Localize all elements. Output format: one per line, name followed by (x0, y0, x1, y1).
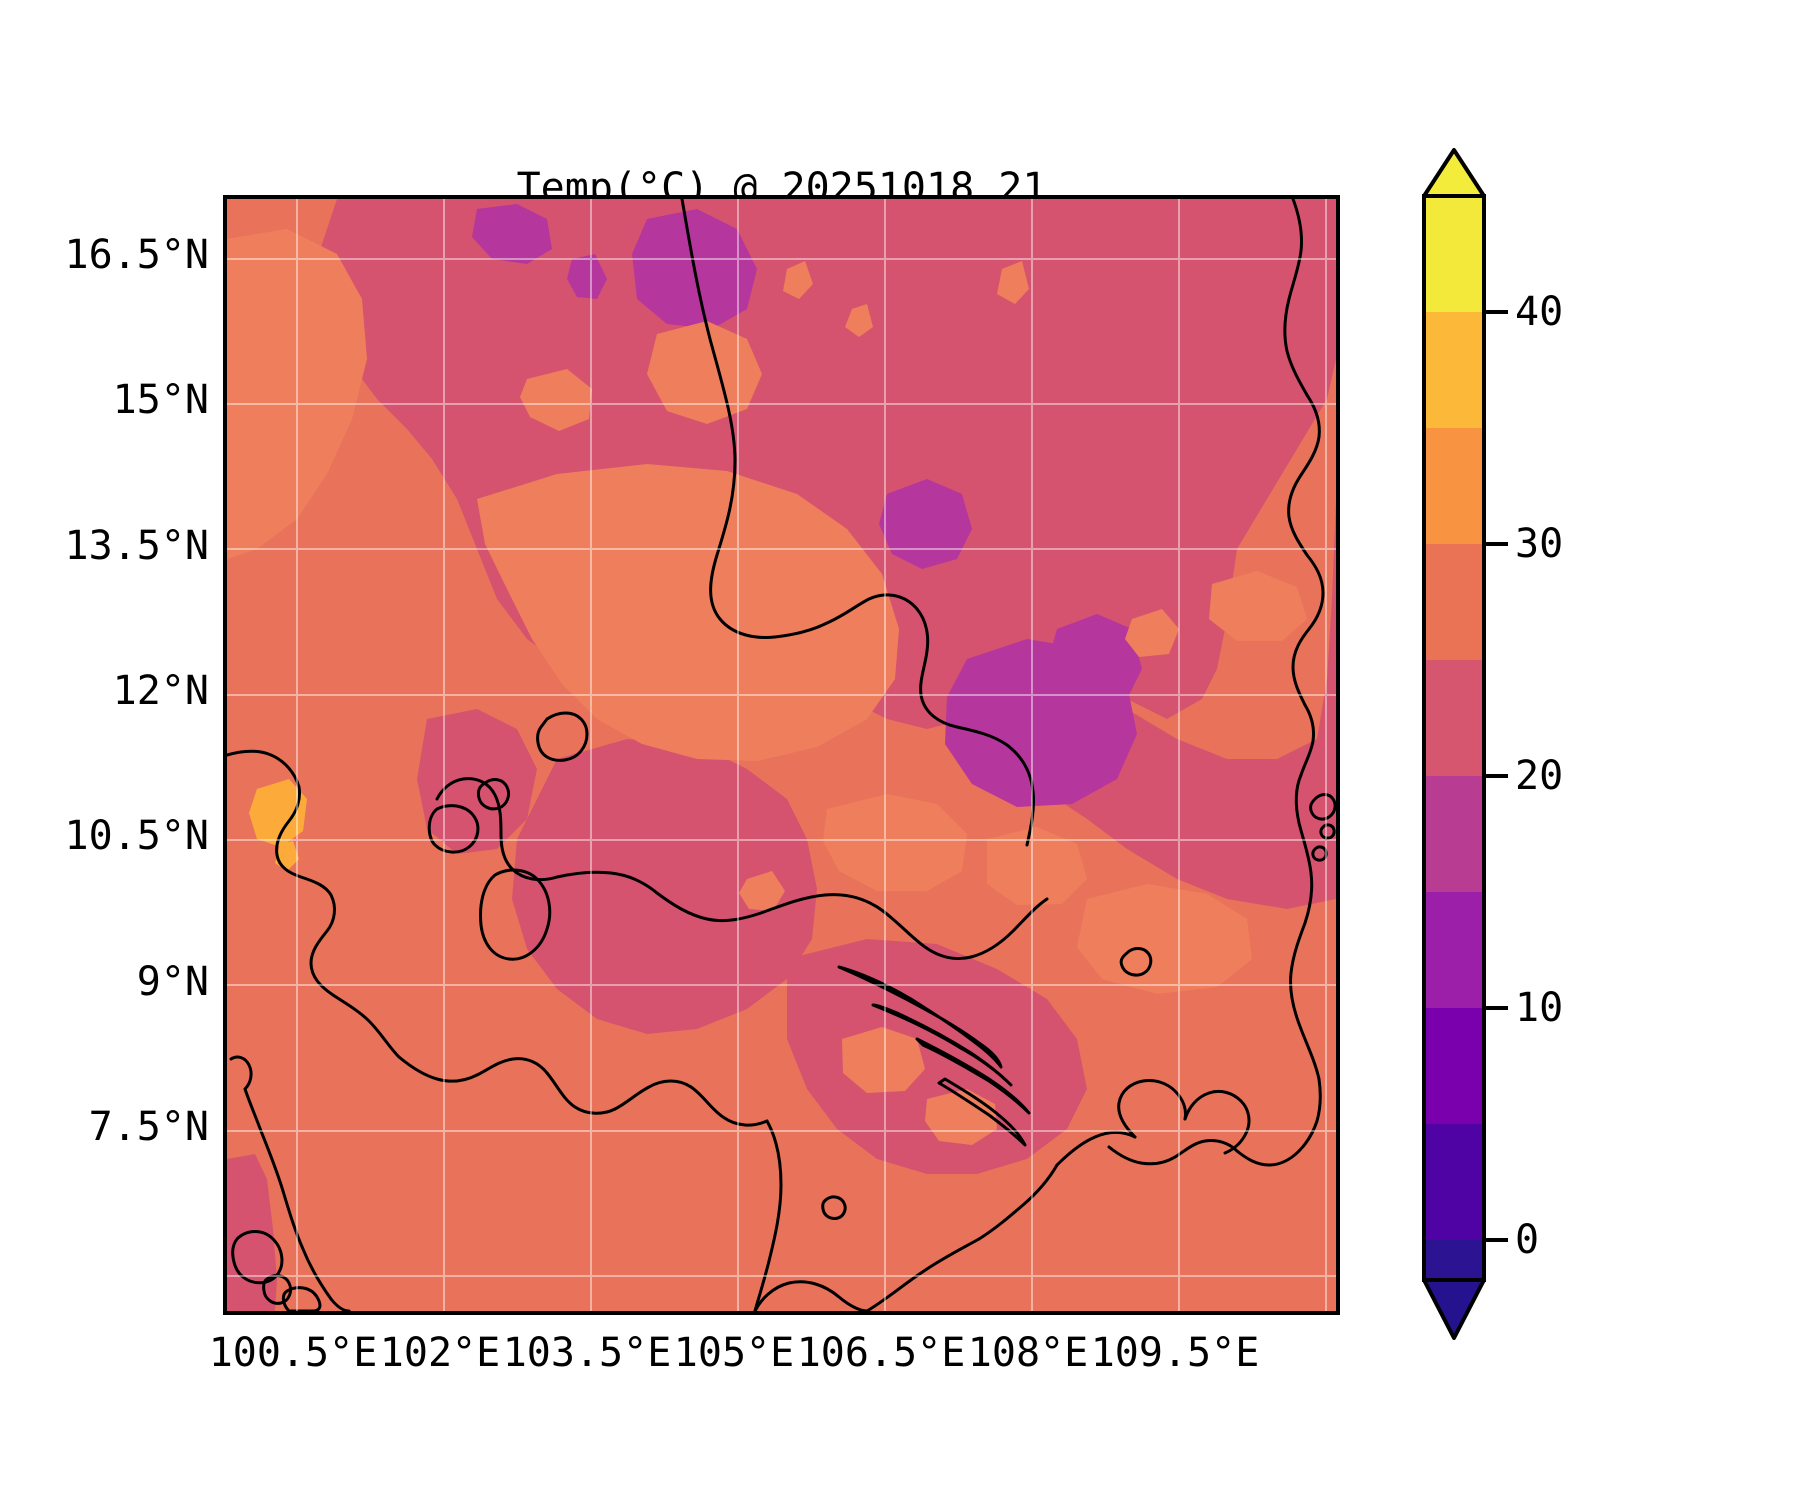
colorbar-ticks (1484, 310, 1508, 1242)
xtick-label-3: 105°E (673, 1330, 795, 1376)
colorbar (1422, 148, 1508, 1340)
temp-band-25-30-holes (227, 229, 1307, 1145)
colorbar-band-40-45 (1424, 196, 1484, 312)
xtick-label-0: 100.5°E (208, 1330, 378, 1376)
xtick-label-1: 102°E (379, 1330, 501, 1376)
map-svg (227, 199, 1336, 1311)
ytick-label-2: 13.5°N (64, 523, 210, 569)
ytick-label-0: 16.5°N (64, 232, 210, 278)
colorbar-tick-label-40: 40 (1515, 289, 1564, 335)
colorbar-band-35-40 (1424, 312, 1484, 428)
map-plot-area (223, 195, 1340, 1315)
colorbar-extend-bottom (1422, 1278, 1486, 1340)
colorbar-tick-label-30: 30 (1515, 521, 1564, 567)
colorbar-outline (1422, 194, 1486, 1282)
colorbar-band-25-30 (1424, 544, 1484, 660)
colorbar-band-neg5-0 (1424, 1240, 1484, 1280)
ytick-label-4: 10.5°N (64, 813, 210, 859)
colorbar-extend-top (1422, 148, 1486, 198)
colorbar-tick-label-10: 10 (1515, 985, 1564, 1031)
ytick-label-6: 7.5°N (88, 1104, 209, 1150)
xtick-label-4: 106.5°E (796, 1330, 966, 1376)
xtick-label-5: 108°E (967, 1330, 1089, 1376)
temp-band-15-20 (472, 204, 1142, 807)
ytick-label-5: 9°N (136, 959, 209, 1005)
ytick-label-1: 15°N (112, 377, 209, 423)
coastline-and-borders (227, 199, 1336, 1311)
xtick-label-6: 109.5°E (1090, 1330, 1260, 1376)
colorbar-band-10-15 (1424, 892, 1484, 1008)
colorbar-svg (1422, 148, 1508, 1340)
colorbar-band-20-25 (1424, 660, 1484, 776)
colorbar-band-15-20 (1424, 776, 1484, 892)
ytick-label-3: 12°N (112, 668, 209, 714)
colorbar-band-0-5 (1424, 1124, 1484, 1240)
colorbar-band-5-10 (1424, 1008, 1484, 1124)
colorbar-tick-label-20: 20 (1515, 753, 1564, 799)
map-gridlines (227, 199, 1336, 1311)
colorbar-tick-label-0: 0 (1515, 1217, 1540, 1263)
colorbar-band-30-35 (1424, 428, 1484, 544)
xtick-label-2: 103.5°E (502, 1330, 672, 1376)
